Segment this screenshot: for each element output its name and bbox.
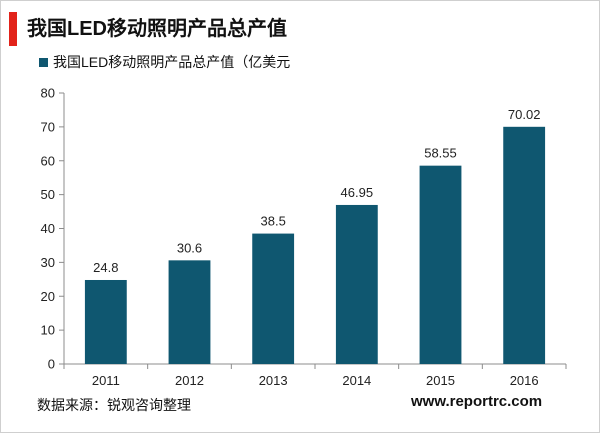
y-tick-label: 60 [41,153,55,168]
x-tick-label-2013: 2013 [259,373,288,388]
x-axis-ticks: 2011 2012 2013 2014 2015 2016 [63,364,567,388]
y-tick-label: 30 [41,255,55,270]
bar-2013 [252,233,295,364]
y-tick-label: 70 [41,119,55,134]
y-tick-label: 80 [41,86,55,101]
x-tick-label-2016: 2016 [510,373,539,388]
title-accent-bar [9,12,17,46]
x-tick-label-2012: 2012 [175,373,204,388]
data-label-2016: 70.02 [508,107,541,122]
chart-axes [63,93,566,365]
x-tick-label-2011: 2011 [92,373,120,388]
x-tick-label-2014: 2014 [342,373,371,388]
legend-swatch [39,58,48,67]
source-note: 数据来源：锐观咨询整理 [37,397,191,413]
bar-2012 [168,260,211,364]
data-labels: 24.8 30.6 38.5 46.95 58.55 70.02 [93,107,540,275]
y-axis-ticks: 0 10 20 30 40 50 60 70 80 [41,86,64,372]
legend-label: 我国LED移动照明产品总产值（亿美元 [53,54,290,70]
y-tick-label: 40 [41,221,55,236]
data-label-2012: 30.6 [177,240,202,255]
website-link[interactable]: www.reportrc.com [411,393,543,410]
y-tick-label: 0 [48,357,55,372]
bar-2015 [419,165,462,364]
bar-2011 [84,279,127,364]
data-label-2013: 38.5 [261,214,286,229]
data-label-2011: 24.8 [93,260,118,275]
data-label-2014: 46.95 [341,185,374,200]
chart-bars [84,126,546,364]
y-tick-label: 10 [41,323,55,338]
page-title: 我国LED移动照明产品总产值 [27,18,287,40]
data-label-2015: 58.55 [424,146,457,161]
bar-2016 [503,126,546,364]
x-tick-label-2015: 2015 [426,373,455,388]
y-tick-label: 50 [41,187,55,202]
chart-legend: 我国LED移动照明产品总产值（亿美元 [39,54,290,70]
bar-2014 [335,204,378,364]
y-tick-label: 20 [41,289,55,304]
